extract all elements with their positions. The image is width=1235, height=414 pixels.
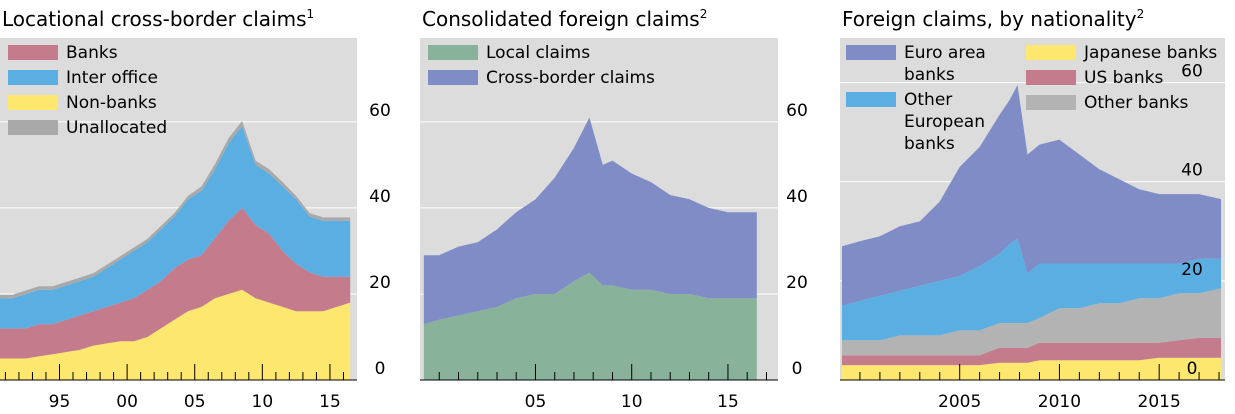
legend-item: Banks — [8, 42, 308, 64]
legend-swatch — [8, 45, 58, 60]
area — [423, 117, 757, 325]
legend-swatch — [1026, 70, 1076, 85]
y-tick-label: 0 — [375, 359, 386, 379]
legend-label: Inter office — [66, 68, 158, 88]
x-tick-label: 15 — [319, 392, 341, 412]
legend-item: US banks — [1026, 67, 1226, 89]
area — [842, 337, 1221, 366]
x-tick-label: 15 — [717, 392, 739, 412]
legend-item: Inter office — [8, 67, 308, 89]
area — [842, 288, 1221, 356]
legend-swatch — [428, 45, 478, 60]
x-tick-label: 95 — [49, 392, 71, 412]
title-text: Foreign claims, by nationality — [842, 7, 1137, 31]
chart-title: Consolidated foreign claims2 — [422, 7, 707, 31]
x-tick-label: 2010 — [1038, 392, 1081, 412]
x-tick-label: 10 — [621, 392, 643, 412]
legend-item: Other European banks — [846, 89, 1024, 155]
legend: Local claims Cross-border claims — [428, 42, 748, 92]
y-tick-label: 20 — [369, 273, 391, 293]
area — [842, 85, 1221, 306]
legend-label: Japanese banks — [1084, 43, 1218, 63]
legend-item: Euro area banks — [846, 42, 1024, 86]
x-tick-label: 10 — [252, 392, 274, 412]
legend-swatch — [8, 95, 58, 110]
legend: Euro area banks Other European banks — [846, 42, 1024, 158]
area — [842, 238, 1221, 341]
area — [0, 207, 351, 359]
x-tick-label: 05 — [184, 392, 206, 412]
title-footnote: 2 — [700, 7, 708, 21]
y-tick-label: 40 — [786, 187, 808, 207]
legend-label: US banks — [1084, 68, 1164, 88]
legend-swatch — [846, 92, 896, 107]
legend-swatch — [846, 45, 896, 60]
legend-label: Non-banks — [66, 93, 157, 113]
legend-item: Local claims — [428, 42, 748, 64]
legend-label: Other banks — [1084, 93, 1189, 113]
legend-swatch — [8, 120, 58, 135]
y-tick-label: 20 — [786, 273, 808, 293]
title-text: Locational cross-border claims — [2, 7, 306, 31]
x-tick-label: 2015 — [1138, 392, 1181, 412]
legend-swatch — [1026, 95, 1076, 110]
area — [0, 289, 351, 380]
legend: Japanese banks US banks Other banks — [1026, 42, 1226, 117]
legend-label: Euro area banks — [904, 43, 986, 85]
area — [842, 357, 1221, 380]
area — [0, 121, 351, 299]
x-tick-label: 2005 — [938, 392, 981, 412]
legend-item: Unallocated — [8, 117, 308, 139]
y-tick-label: 60 — [369, 101, 391, 121]
legend-label: Local claims — [486, 43, 591, 63]
title-footnote: 1 — [306, 7, 314, 21]
y-tick-label: 20 — [1181, 260, 1203, 280]
legend-item: Japanese banks — [1026, 42, 1226, 64]
y-tick-label: 40 — [369, 187, 391, 207]
legend-swatch — [428, 70, 478, 85]
area — [0, 126, 351, 329]
y-tick-label: 60 — [786, 101, 808, 121]
x-tick-label: 05 — [525, 392, 547, 412]
chart-title: Locational cross-border claims1 — [2, 7, 314, 31]
legend-label: Unallocated — [66, 118, 168, 138]
chart-title: Foreign claims, by nationality2 — [842, 7, 1144, 31]
legend-item: Other banks — [1026, 92, 1226, 114]
legend: Banks Inter office Non-banks Unallocated — [8, 42, 308, 142]
legend-label: Other European banks — [904, 90, 985, 154]
legend-swatch — [8, 70, 58, 85]
legend-label: Cross-border claims — [486, 68, 655, 88]
legend-label: Banks — [66, 43, 118, 63]
x-tick-label: 00 — [116, 392, 138, 412]
title-footnote: 2 — [1137, 7, 1145, 21]
legend-item: Non-banks — [8, 92, 308, 114]
legend-swatch — [1026, 45, 1076, 60]
y-tick-label: 40 — [1181, 161, 1203, 181]
area — [423, 272, 757, 380]
y-tick-label: 0 — [1187, 359, 1198, 379]
title-text: Consolidated foreign claims — [422, 7, 700, 31]
y-tick-label: 60 — [1181, 62, 1203, 82]
legend-item: Cross-border claims — [428, 67, 748, 89]
y-tick-label: 0 — [792, 359, 803, 379]
